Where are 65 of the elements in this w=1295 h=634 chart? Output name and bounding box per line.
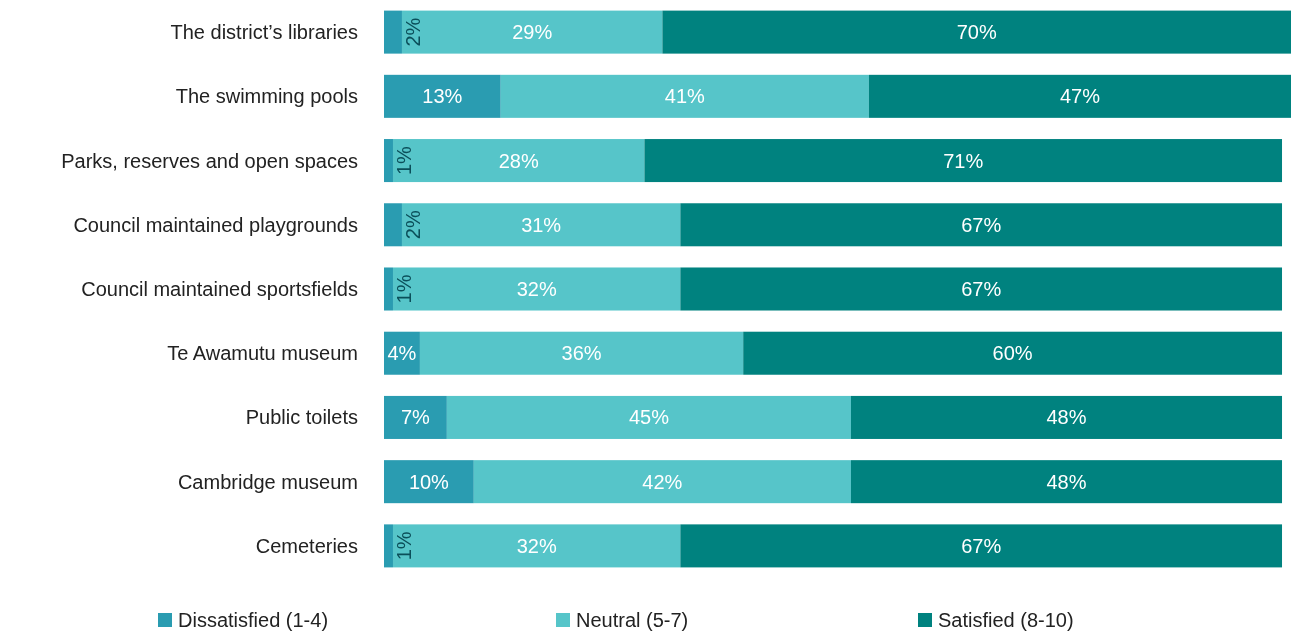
y-tick-label: The swimming pools [175, 85, 358, 108]
bar [384, 524, 393, 568]
bar [384, 10, 402, 54]
data-label: 41% [664, 85, 706, 108]
data-label: 4% [387, 342, 417, 365]
bar [384, 203, 402, 247]
data-label: 48% [1046, 470, 1087, 493]
data-label: 32% [516, 534, 557, 557]
y-tick-label: Te Awamutu museum [167, 342, 358, 365]
bar [392, 267, 681, 311]
bar [446, 395, 851, 439]
bar [680, 267, 1283, 311]
data-label: 32% [516, 278, 557, 300]
data-label: 67% [961, 278, 1002, 300]
bar [392, 524, 681, 568]
bar [868, 74, 1291, 118]
bar [384, 74, 501, 118]
y-tick-label: Council maintained sportsfields [81, 278, 358, 300]
data-label: 70% [956, 21, 997, 44]
y-tick-label: The district’s libraries [170, 21, 358, 44]
bar [644, 139, 1283, 183]
y-tick-label: Cemeteries [255, 534, 358, 557]
y-tick-label: Cambridge museum [177, 470, 358, 493]
data-label: 7% [400, 406, 431, 429]
data-label: 47% [1059, 85, 1101, 108]
legend-label: Neutral (5-7) [576, 609, 689, 631]
data-label: 2% [401, 17, 424, 47]
bar [384, 139, 393, 183]
data-label: 67% [961, 534, 1002, 557]
data-label: 28% [498, 149, 539, 172]
bar [680, 524, 1283, 568]
bar [384, 267, 393, 311]
data-label: 48% [1046, 406, 1087, 429]
data-label: 31% [521, 213, 562, 236]
y-tick-label: Parks, reserves and open spaces [61, 149, 358, 172]
bar [392, 139, 645, 183]
legend-label: Dissatisfied (1-4) [178, 609, 329, 631]
bar [401, 10, 663, 54]
data-label: 45% [628, 406, 670, 429]
data-label: 71% [943, 149, 984, 172]
bar [662, 10, 1291, 54]
y-tick-label: Council maintained playgrounds [73, 213, 358, 236]
bar [384, 460, 474, 504]
bar [473, 460, 851, 504]
bar [680, 203, 1283, 247]
data-label: 42% [642, 470, 683, 493]
data-label: 67% [961, 213, 1002, 236]
data-label: 13% [422, 85, 463, 108]
bar [384, 395, 447, 439]
data-label: 2% [401, 210, 424, 240]
data-label: 36% [561, 342, 602, 365]
bar [850, 395, 1283, 439]
data-label: 1% [392, 145, 415, 176]
bar [850, 460, 1283, 504]
bar [743, 331, 1283, 375]
y-tick-label: Public toilets [245, 406, 358, 429]
data-label: 29% [512, 21, 553, 44]
bar [419, 331, 744, 375]
data-label: 60% [992, 342, 1033, 365]
data-label: 1% [392, 531, 415, 561]
bar [500, 74, 869, 118]
legend-label: Satisfied (8-10) [938, 609, 1074, 631]
bar [401, 203, 681, 247]
data-label: 1% [392, 274, 415, 304]
data-label: 10% [408, 470, 450, 493]
